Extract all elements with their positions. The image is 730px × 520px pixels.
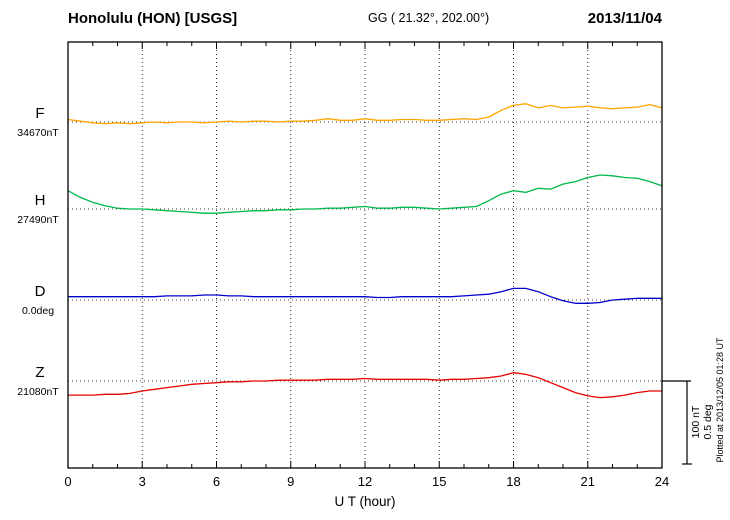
series-line-D xyxy=(67,287,663,304)
x-tick-label: 21 xyxy=(581,474,595,489)
series-labels: F 34670nT H 27490nT D 0.0deg Z 21080nT xyxy=(17,105,59,398)
series-baseline-value-Z: 21080nT xyxy=(17,386,59,398)
x-axis-title: U T (hour) xyxy=(334,494,395,509)
scale-label-deg: 0.5 deg xyxy=(702,404,714,439)
x-tick-label: 0 xyxy=(64,474,71,489)
gridlines xyxy=(141,42,589,468)
plotted-at-note: Plotted at 2013/12/05 01:28 UT xyxy=(715,337,725,463)
series-baseline-value-F: 34670nT xyxy=(17,127,59,139)
tick-labels: 0 3 6 9 12 15 18 21 24 xyxy=(64,474,669,489)
x-tick-label: 9 xyxy=(287,474,294,489)
series-line-H xyxy=(67,174,663,214)
baselines xyxy=(68,121,662,382)
date-label: 2013/11/04 xyxy=(588,10,663,27)
station-title: Honolulu (HON) [USGS] xyxy=(68,10,237,27)
scale-bar: 100 nT 0.5 deg xyxy=(662,380,714,465)
series-label-H: H xyxy=(35,192,46,209)
series-label-Z: Z xyxy=(35,364,44,381)
x-tick-label: 12 xyxy=(358,474,372,489)
series-line-F xyxy=(67,103,663,125)
series-baseline-value-D: 0.0deg xyxy=(22,305,54,317)
x-tick-label: 3 xyxy=(139,474,146,489)
plot-border xyxy=(67,41,663,469)
series-lines xyxy=(67,103,663,399)
series-label-F: F xyxy=(35,105,44,122)
geo-coordinates: GG ( 21.32°, 202.00°) xyxy=(368,11,489,25)
x-tick-label: 15 xyxy=(432,474,446,489)
series-label-D: D xyxy=(35,283,46,300)
x-tick-label: 18 xyxy=(506,474,520,489)
series-baseline-value-H: 27490nT xyxy=(17,214,59,226)
axis-ticks xyxy=(67,42,663,468)
x-tick-label: 6 xyxy=(213,474,220,489)
scale-label-nt: 100 nT xyxy=(690,405,702,438)
x-tick-label: 24 xyxy=(655,474,669,489)
series-line-Z xyxy=(67,372,663,399)
